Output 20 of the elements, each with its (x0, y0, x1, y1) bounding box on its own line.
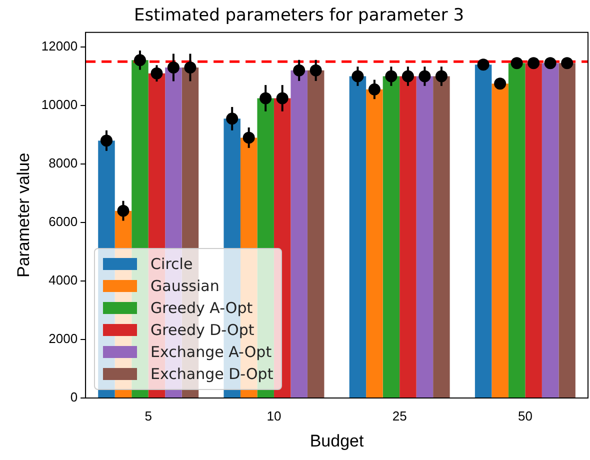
x-tick-label: 10 (266, 408, 282, 424)
y-tick-label: 4000 (48, 272, 78, 288)
legend-label: Circle (150, 255, 193, 273)
legend-label: Exchange A-Opt (150, 343, 272, 361)
y-tick-label: 10000 (41, 97, 78, 112)
legend-label: Greedy A-Opt (150, 299, 253, 317)
legend-label: Exchange D-Opt (150, 365, 274, 383)
legend-label: Gaussian (150, 277, 220, 295)
y-axis-title: Parameter value (14, 152, 33, 278)
y-tick-label: 6000 (48, 214, 78, 230)
chart-title: Estimated parameters for parameter 3 (134, 6, 464, 26)
y-tick-label: 2000 (48, 331, 78, 346)
x-tick-label: 50 (518, 408, 532, 424)
x-tick-label: 5 (144, 408, 152, 424)
x-tick-label: 25 (392, 408, 407, 424)
y-tick-label: 12000 (41, 38, 78, 54)
y-tick-label: 0 (70, 390, 78, 405)
y-tick-label: 8000 (48, 156, 78, 171)
x-axis-title: Budget (310, 431, 364, 450)
legend-label: Greedy D-Opt (150, 321, 254, 339)
